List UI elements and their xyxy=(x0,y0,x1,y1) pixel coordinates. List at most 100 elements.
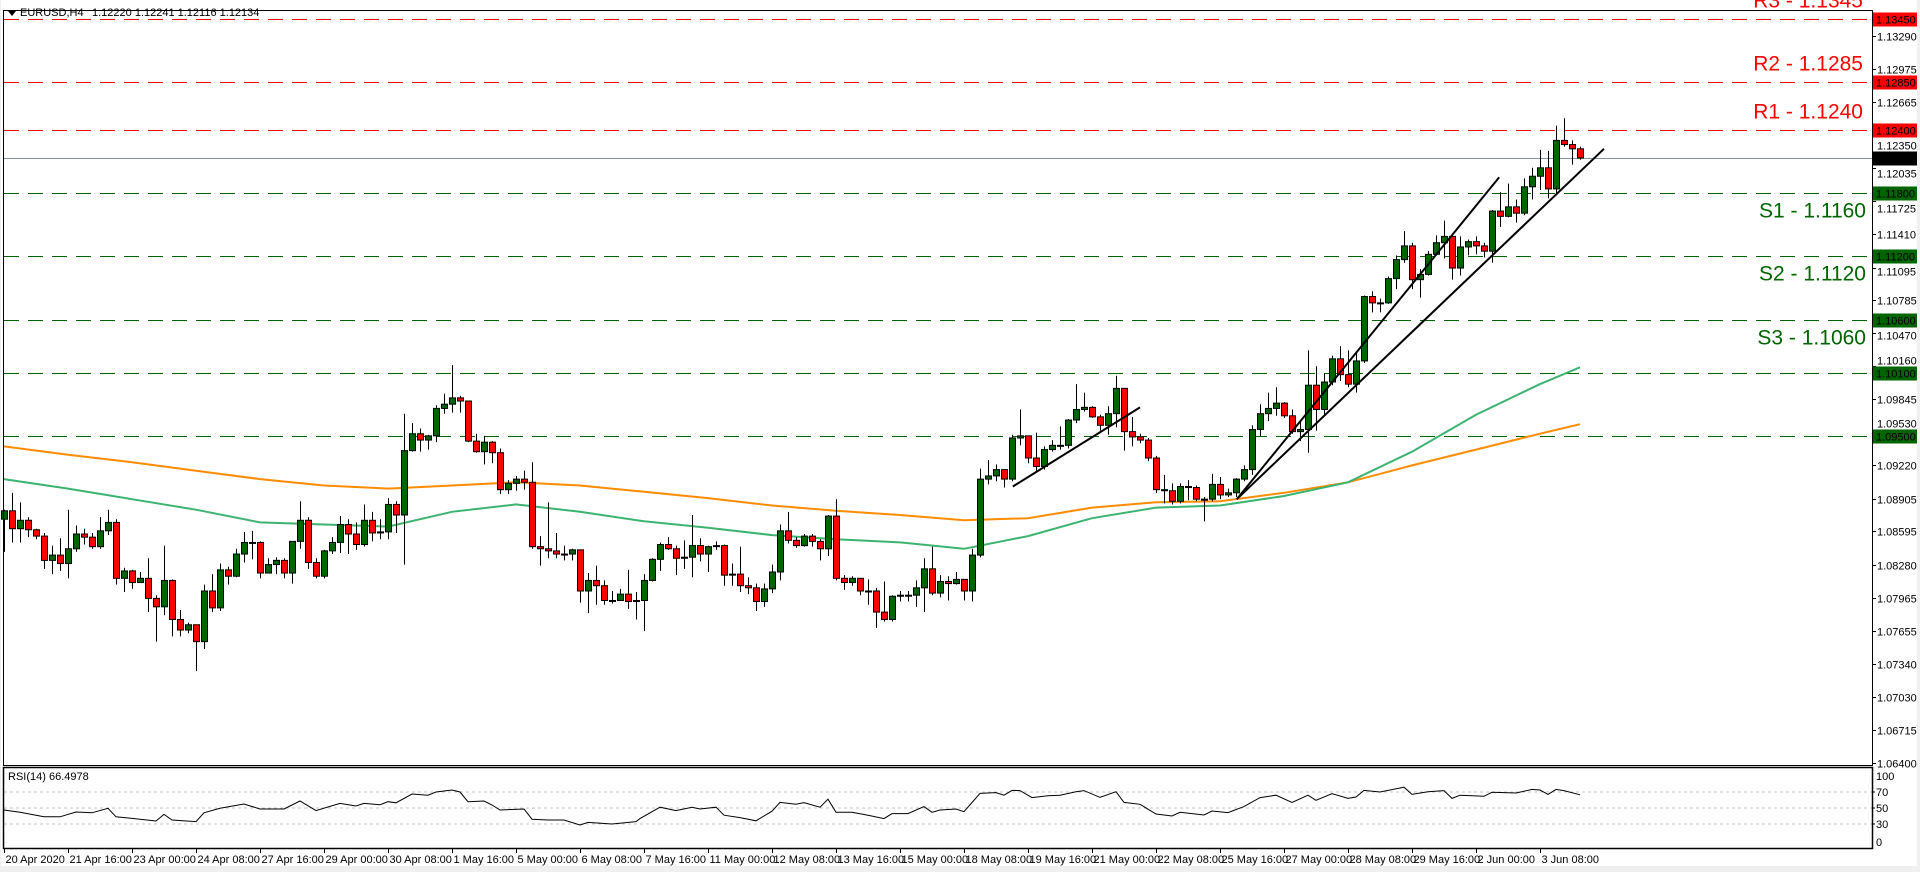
price-axis[interactable]: 1.13290 1.12975 1.12665 1.12350 1.12035 1.117… xyxy=(1872,32,1917,771)
candle xyxy=(1241,465,1248,482)
bullish-candle-body xyxy=(1201,498,1208,501)
candle xyxy=(1537,149,1544,190)
candle xyxy=(777,524,784,581)
bullish-candle-body xyxy=(513,478,520,484)
bearish-candle-body xyxy=(1033,457,1040,467)
candle xyxy=(361,504,368,547)
rsi-tick-label: 30 xyxy=(1876,819,1888,831)
level-price-tag xyxy=(1873,313,1917,328)
candle xyxy=(945,576,952,601)
bearish-candle-body xyxy=(1449,235,1456,269)
time-tick-label: 2 Jun 00:00 xyxy=(1478,854,1536,866)
candle xyxy=(49,545,56,575)
candle xyxy=(233,548,240,578)
price-tick-label: 1.12975 xyxy=(1877,65,1917,77)
trendline[interactable] xyxy=(1012,406,1141,488)
trendline[interactable] xyxy=(1236,176,1500,500)
bearish-candle-body xyxy=(177,618,184,631)
candle xyxy=(209,574,216,613)
candle xyxy=(601,580,608,605)
candle xyxy=(865,579,872,605)
candle xyxy=(241,531,248,563)
bearish-candle-body xyxy=(1161,489,1168,492)
time-axis[interactable]: 20 Apr 2020 21 Apr 16:00 23 Apr 00:00 24 Ap… xyxy=(4,849,1600,866)
bullish-candle-body xyxy=(185,624,192,631)
bearish-candle-body xyxy=(1097,416,1104,426)
candle xyxy=(1257,404,1264,436)
bullish-candle-body xyxy=(921,568,928,589)
time-tick-label: 23 Apr 00:00 xyxy=(134,854,196,866)
candle xyxy=(281,558,288,579)
candle xyxy=(297,501,304,549)
bullish-candle-body xyxy=(1377,302,1384,305)
time-tick-label: 1 May 16:00 xyxy=(454,854,515,866)
bullish-candle-body xyxy=(505,482,512,491)
bullish-candle-body xyxy=(441,403,448,409)
bullish-candle-body xyxy=(681,556,688,559)
candle xyxy=(569,548,576,561)
bearish-candle-body xyxy=(457,397,464,402)
candle xyxy=(841,575,848,590)
bullish-candle-body xyxy=(337,523,344,543)
bullish-candle-body xyxy=(937,580,944,594)
candle xyxy=(553,532,560,559)
bullish-candle-body xyxy=(609,599,616,602)
bullish-candle-body xyxy=(1113,387,1120,415)
bullish-candle-body xyxy=(705,546,712,555)
bullish-candle-body xyxy=(1385,278,1392,304)
bullish-candle-body xyxy=(801,535,808,547)
candle xyxy=(169,579,176,637)
rsi-tick-label: 100 xyxy=(1876,771,1894,783)
bearish-candle-body xyxy=(1369,296,1376,304)
price-tick-label: 1.12665 xyxy=(1877,98,1917,110)
bearish-candle-body xyxy=(1129,431,1136,438)
dropdown-triangle-icon[interactable] xyxy=(8,11,16,16)
bullish-candle-body xyxy=(633,599,640,603)
trendline[interactable] xyxy=(1236,148,1605,500)
candle xyxy=(257,541,264,579)
time-tick-label: 7 May 16:00 xyxy=(646,854,707,866)
bullish-candle-body xyxy=(249,541,256,544)
time-tick-label: 29 Apr 00:00 xyxy=(326,854,388,866)
candle xyxy=(409,423,416,452)
candle xyxy=(1393,255,1400,290)
level-price-tag xyxy=(1873,12,1917,27)
level-price-tag-text: 1.10100 xyxy=(1876,369,1916,381)
candle xyxy=(1,509,8,552)
bullish-candle-body xyxy=(769,571,776,590)
candle xyxy=(809,533,816,547)
candle xyxy=(329,537,336,555)
level-axis-labels: 1.13450 1.12850 1.12400 1.11800 1.11200 1.106… xyxy=(1873,12,1917,444)
bullish-candle-body xyxy=(105,521,112,532)
bearish-candle-body xyxy=(553,550,560,555)
bearish-candle-body xyxy=(521,478,528,483)
support-resistance-levels: R3 - 1.1345 R2 - 1.1285 R1 - 1.1240 S1 - 1.… xyxy=(4,0,1872,437)
candle xyxy=(345,519,352,555)
candle xyxy=(1153,455,1160,493)
bearish-candle-body xyxy=(1153,457,1160,491)
candle xyxy=(761,583,768,607)
bearish-candle-body xyxy=(129,570,136,584)
candle xyxy=(1129,416,1136,447)
bullish-candle-body xyxy=(321,550,328,577)
price-tick-label: 1.10785 xyxy=(1877,296,1917,308)
bearish-candle-body xyxy=(1137,436,1144,441)
bullish-candle-body xyxy=(1297,429,1304,433)
bearish-candle-body xyxy=(1345,374,1352,385)
candle xyxy=(1361,295,1368,364)
candle xyxy=(1369,291,1376,313)
bullish-candle-body xyxy=(1457,246,1464,269)
bullish-candle-body xyxy=(1401,245,1408,261)
bullish-candle-body xyxy=(1081,406,1088,410)
bearish-candle-body xyxy=(1513,206,1520,214)
bearish-candle-body xyxy=(1473,241,1480,247)
bullish-candle-body xyxy=(1353,360,1360,385)
price-tick-label: 1.10160 xyxy=(1877,356,1917,368)
candle xyxy=(1049,440,1056,452)
bullish-candle-body xyxy=(969,554,976,592)
trendlines[interactable] xyxy=(1012,148,1605,500)
bearish-candle-body xyxy=(529,481,536,548)
bullish-candle-body xyxy=(1489,210,1496,252)
bearish-candle-body xyxy=(1001,469,1008,480)
